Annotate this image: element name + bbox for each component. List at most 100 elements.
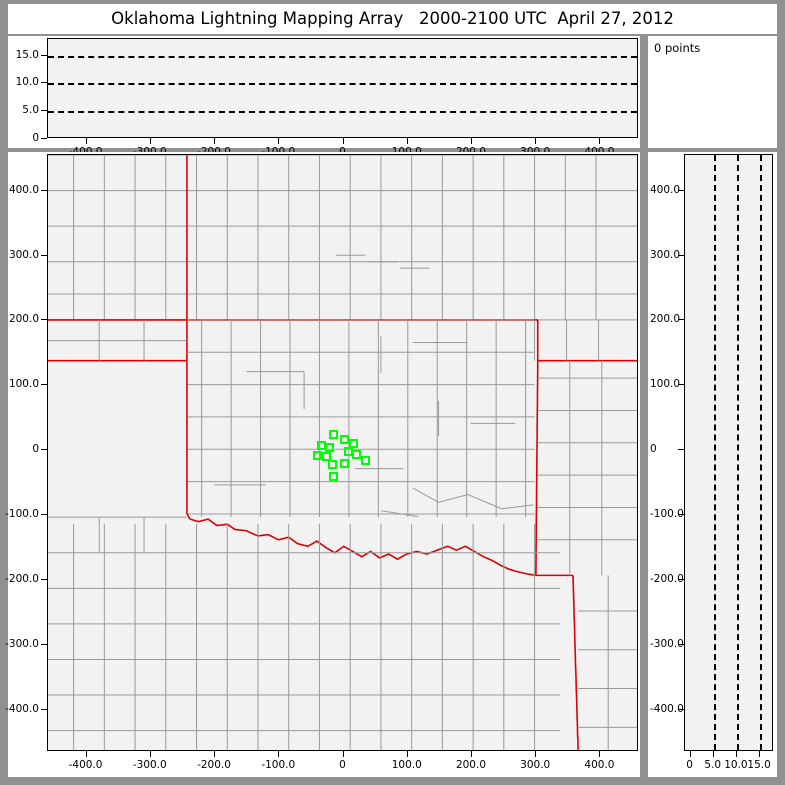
y-tick-label: -400.0: [5, 702, 39, 715]
axis-tick: [470, 751, 472, 757]
x-tick-label: 400.0: [584, 759, 615, 771]
axis-tick: [406, 751, 408, 757]
lightning-source-marker: [339, 459, 349, 469]
axis-tick: [470, 138, 472, 144]
axis-tick: [41, 579, 47, 581]
axis-tick: [678, 254, 684, 256]
y-tick-label: 100.0: [8, 378, 39, 391]
y-tick-label: -200.0: [650, 573, 684, 586]
y-tick-label: 0: [650, 443, 657, 456]
axis-tick: [678, 449, 684, 451]
axis-tick: [712, 751, 714, 757]
axis-tick: [85, 751, 87, 757]
axis-tick: [678, 643, 684, 645]
axis-tick: [678, 579, 684, 581]
x-tick-label: 300.0: [520, 759, 551, 771]
axis-tick: [41, 110, 47, 112]
axis-tick: [41, 708, 47, 710]
axis-tick: [599, 138, 601, 144]
axis-tick: [678, 189, 684, 191]
state-border: [535, 360, 539, 576]
y-tick-label: 0: [32, 443, 39, 456]
x-tick-label: 100.0: [391, 759, 422, 771]
y-tick-label: -100.0: [5, 508, 39, 521]
lightning-source-marker: [328, 429, 338, 439]
axis-tick: [41, 449, 47, 451]
lightning-source-marker: [352, 449, 362, 459]
lightning-source-marker: [324, 443, 334, 453]
county-border: [380, 510, 419, 518]
x-tick-label: -400.0: [68, 759, 103, 771]
axis-tick: [41, 384, 47, 386]
axis-tick: [41, 82, 47, 84]
title-bar: Oklahoma Lightning Mapping Array 2000-21…: [8, 4, 777, 34]
axis-tick: [41, 643, 47, 645]
y-tick-label: 300.0: [8, 248, 39, 261]
x-tick-label: -300.0: [132, 759, 167, 771]
x-tick-label: -100.0: [261, 759, 296, 771]
altitude-north-panel: -400.0 -300.0 -200.0 -100.0 0 100.0 200.0 300.0…: [648, 152, 777, 777]
map-geography: [48, 155, 637, 750]
axis-tick: [678, 708, 684, 710]
y-tick-label: 5.0: [22, 104, 39, 117]
x-tick-label: 200.0: [455, 759, 486, 771]
y-tick-label: 400.0: [8, 183, 39, 196]
axis-tick: [406, 138, 408, 144]
axis-tick: [278, 138, 280, 144]
state-border: [186, 513, 191, 520]
axis-tick: [214, 751, 216, 757]
gridline: [736, 155, 739, 750]
axis-tick: [278, 751, 280, 757]
points-count-panel: 0 points: [648, 36, 777, 148]
axis-tick: [41, 189, 47, 191]
altitude-north-plot-area[interactable]: [684, 154, 773, 751]
x-tick-label: -200.0: [197, 759, 231, 771]
y-tick-label: 200.0: [650, 313, 681, 326]
y-tick-label: -300.0: [650, 637, 684, 650]
x-tick-label: 0: [686, 759, 693, 771]
gridline: [760, 155, 763, 750]
county-border: [467, 494, 534, 510]
y-tick-label: 0: [32, 132, 39, 144]
y-tick-label: 10.0: [15, 76, 39, 89]
time-altitude-panel: 05.010.015.0-400.0-300.0-200.0-100.00100…: [8, 36, 640, 158]
axis-tick: [41, 138, 47, 139]
axis-tick: [149, 138, 151, 144]
map-plot-area[interactable]: [47, 154, 638, 751]
axis-tick: [342, 751, 344, 757]
axis-tick: [41, 54, 47, 56]
state-border: [189, 518, 536, 577]
gridline: [48, 83, 637, 86]
lightning-source-marker: [322, 452, 332, 462]
axis-tick: [149, 751, 151, 757]
lightning-source-marker: [340, 435, 350, 445]
lightning-source-marker: [312, 450, 322, 460]
axis-tick: [85, 138, 87, 144]
axis-tick: [214, 138, 216, 144]
y-tick-label: 400.0: [650, 183, 681, 196]
map-panel: -400.0 -300.0 -200.0 -100.0 0 100.0 200.0 300.0…: [5, 152, 640, 777]
axis-tick: [41, 514, 47, 516]
axis-tick: [41, 319, 47, 321]
x-tick-label: 5.0: [704, 759, 722, 771]
gridline: [48, 111, 637, 114]
axis-tick: [41, 254, 47, 256]
points-count-label: 0 points: [654, 41, 701, 55]
gridline: [713, 155, 716, 750]
x-tick-label: 10.0: [724, 759, 748, 771]
axis-tick: [689, 751, 691, 757]
time-altitude-plot-area[interactable]: [47, 38, 638, 138]
axis-tick: [678, 384, 684, 386]
lightning-source-marker: [360, 456, 370, 466]
axis-tick: [535, 138, 537, 144]
y-tick-label: 15.0: [15, 48, 39, 61]
axis-tick: [535, 751, 537, 757]
gridline: [48, 55, 637, 58]
lightning-source-marker: [344, 447, 354, 457]
axis-tick: [342, 138, 344, 144]
y-tick-label: 100.0: [650, 378, 681, 391]
y-tick-label: -200.0: [5, 573, 39, 586]
page-title: Oklahoma Lightning Mapping Array 2000-21…: [111, 9, 674, 28]
y-tick-label: -100.0: [650, 508, 684, 521]
